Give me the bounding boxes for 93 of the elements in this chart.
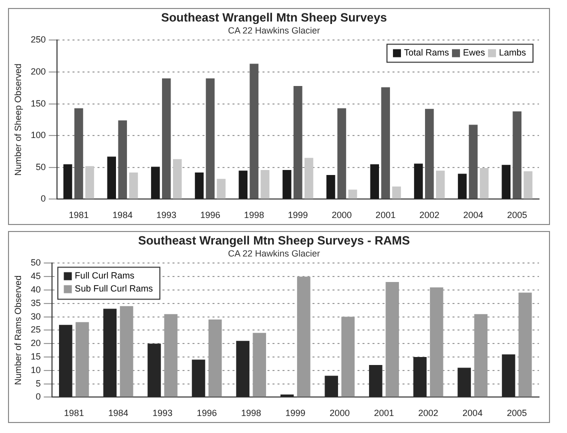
bar — [392, 186, 401, 199]
x-tick-label: 1993 — [152, 408, 173, 418]
y-tick-label: 5 — [36, 378, 41, 388]
x-tick-label: 2002 — [418, 408, 438, 418]
legend-label: Total Rams — [404, 48, 450, 58]
y-tick-label: 45 — [30, 271, 41, 282]
bar — [172, 159, 182, 199]
bar — [63, 164, 72, 199]
chart-subtitle: CA 22 Hawkins Glacier — [228, 248, 320, 258]
legend-label: Lambs — [498, 48, 526, 58]
bar — [348, 190, 358, 199]
x-tick-label: 1981 — [68, 210, 89, 220]
x-tick-label: 1998 — [241, 408, 262, 418]
y-tick-label: 35 — [30, 298, 41, 308]
y-tick-label: 150 — [30, 98, 46, 108]
bar — [74, 108, 84, 199]
bar — [250, 64, 258, 199]
bar — [129, 172, 138, 199]
bar — [238, 170, 248, 199]
bar — [107, 156, 116, 199]
x-tick-label: 1993 — [156, 210, 176, 220]
bar — [192, 360, 206, 397]
x-tick-label: 1984 — [108, 408, 128, 418]
bar — [458, 368, 471, 397]
y-tick-label: 50 — [36, 162, 46, 172]
bar — [458, 174, 467, 199]
chart-subtitle: CA 22 Hawkins Glacier — [228, 25, 320, 36]
y-tick-label: 20 — [30, 338, 41, 348]
x-tick-label: 2004 — [462, 408, 483, 418]
bar — [324, 376, 338, 397]
bar — [369, 365, 382, 397]
bar — [502, 354, 516, 397]
bar — [413, 357, 427, 397]
x-tick-label: 2001 — [374, 408, 394, 418]
bar — [59, 324, 72, 397]
y-tick-label: 25 — [30, 324, 41, 335]
bar — [206, 78, 215, 199]
legend-label: Ewes — [462, 48, 486, 58]
bar — [524, 171, 532, 199]
bar — [304, 158, 314, 199]
x-tick-label: 1984 — [112, 210, 133, 220]
y-tick-label: 250 — [30, 34, 46, 45]
bar — [370, 164, 380, 199]
x-tick-label: 2005 — [507, 210, 528, 220]
y-tick-label: 15 — [30, 351, 41, 362]
bar — [468, 124, 478, 199]
y-tick-label: 50 — [30, 258, 41, 268]
bar — [260, 170, 270, 199]
bar — [480, 168, 489, 199]
legend-label: Sub Full Curl Rams — [74, 284, 154, 294]
x-tick-label: 2000 — [330, 408, 350, 418]
y-axis-title: Number of Sheep Observed — [12, 64, 23, 176]
x-tick-label: 1996 — [196, 408, 217, 418]
legend-label: Full Curl Rams — [74, 270, 135, 281]
bar — [103, 308, 117, 397]
bar — [151, 166, 160, 199]
x-tick-label: 1999 — [288, 210, 308, 220]
bar — [294, 86, 302, 199]
bar — [236, 340, 250, 397]
x-tick-label: 1996 — [200, 210, 220, 220]
y-axis-title: Number of Rams Observed — [12, 275, 23, 385]
bar — [425, 108, 434, 199]
bar — [162, 78, 171, 199]
bar — [326, 175, 336, 199]
y-tick-label: 200 — [30, 66, 46, 76]
y-tick-label: 100 — [30, 130, 46, 140]
y-tick-label: 0 — [40, 194, 46, 204]
x-tick-label: 2004 — [463, 210, 484, 220]
x-tick-label: 1981 — [64, 408, 84, 418]
bar — [381, 87, 390, 199]
chart-title: Southeast Wrangell Mtn Sheep Surveys - RAMS — [138, 234, 410, 248]
bar — [282, 170, 292, 199]
x-tick-label: 1999 — [285, 408, 306, 418]
bar — [216, 178, 226, 199]
bar — [118, 120, 127, 199]
y-tick-label: 40 — [30, 284, 41, 294]
bar — [85, 166, 94, 199]
x-tick-label: 2001 — [376, 210, 396, 220]
bar — [436, 170, 445, 199]
bar — [337, 108, 346, 199]
bar — [194, 172, 204, 199]
y-tick-label: 10 — [30, 364, 41, 375]
chart-title: Southeast Wrangell Mtn Sheep Surveys — [161, 10, 388, 25]
y-tick-label: 30 — [30, 311, 41, 322]
x-tick-label: 2002 — [419, 210, 440, 220]
x-tick-label: 1998 — [244, 210, 264, 220]
y-tick-label: 0 — [36, 392, 41, 402]
bar — [502, 164, 511, 199]
bar — [512, 111, 522, 199]
bar — [414, 164, 423, 199]
bar — [148, 344, 161, 397]
x-tick-label: 2000 — [332, 210, 352, 220]
x-tick-label: 2005 — [506, 408, 527, 418]
